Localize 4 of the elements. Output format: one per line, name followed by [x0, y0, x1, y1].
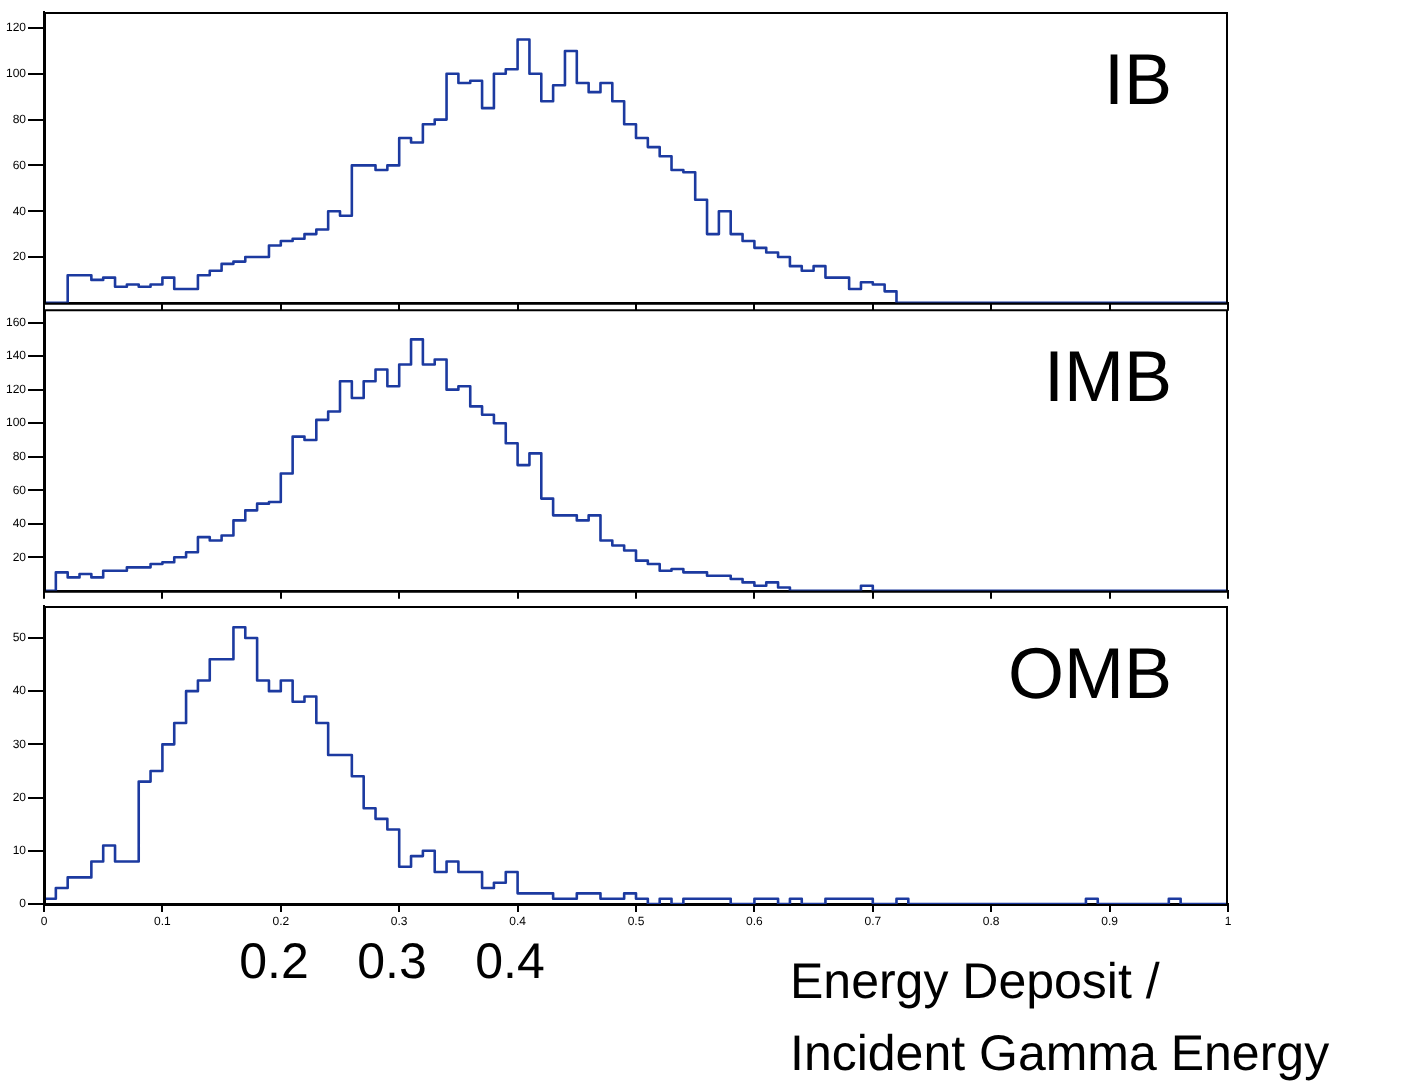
- x-axis-title: Energy Deposit / Incident Gamma Energy: [790, 953, 1331, 1082]
- chart-title: IB: [1103, 37, 1172, 120]
- chart-title: OMB: [1007, 631, 1172, 714]
- chart-title: IMB: [1043, 335, 1172, 418]
